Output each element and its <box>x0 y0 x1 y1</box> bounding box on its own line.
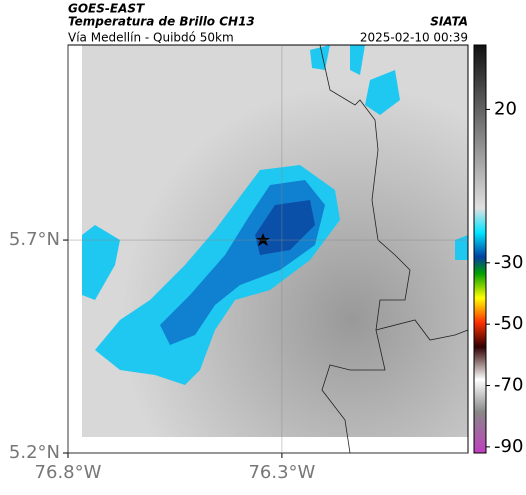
product: Temperatura de Brillo CH13 <box>68 15 255 29</box>
y-tick-label: 5.7°N <box>9 229 60 250</box>
colorbar-tick-label: -50 <box>494 313 523 334</box>
border <box>319 44 469 454</box>
colorbar-tick-label: 20 <box>494 98 517 119</box>
datetime: 2025-02-10 00:39 <box>360 31 468 45</box>
colorbar-tick-label: -90 <box>494 436 523 457</box>
colorbar-tick-label: -30 <box>494 252 523 273</box>
satellite: GOES-EAST <box>68 2 145 16</box>
x-tick-label: 76.3°W <box>248 462 315 483</box>
location: Vía Medellín - Quibdó 50km <box>68 31 234 45</box>
colorbar-tick-label: -70 <box>494 375 523 396</box>
cloud <box>82 225 120 300</box>
cloud <box>255 200 315 255</box>
location-marker <box>256 233 270 246</box>
x-tick-label: 76.8°W <box>35 462 102 483</box>
cloud <box>365 70 400 115</box>
map <box>67 44 469 454</box>
colorbar <box>473 44 487 454</box>
y-tick-label: 5.2°N <box>9 442 60 463</box>
source: SIATA <box>430 15 468 29</box>
